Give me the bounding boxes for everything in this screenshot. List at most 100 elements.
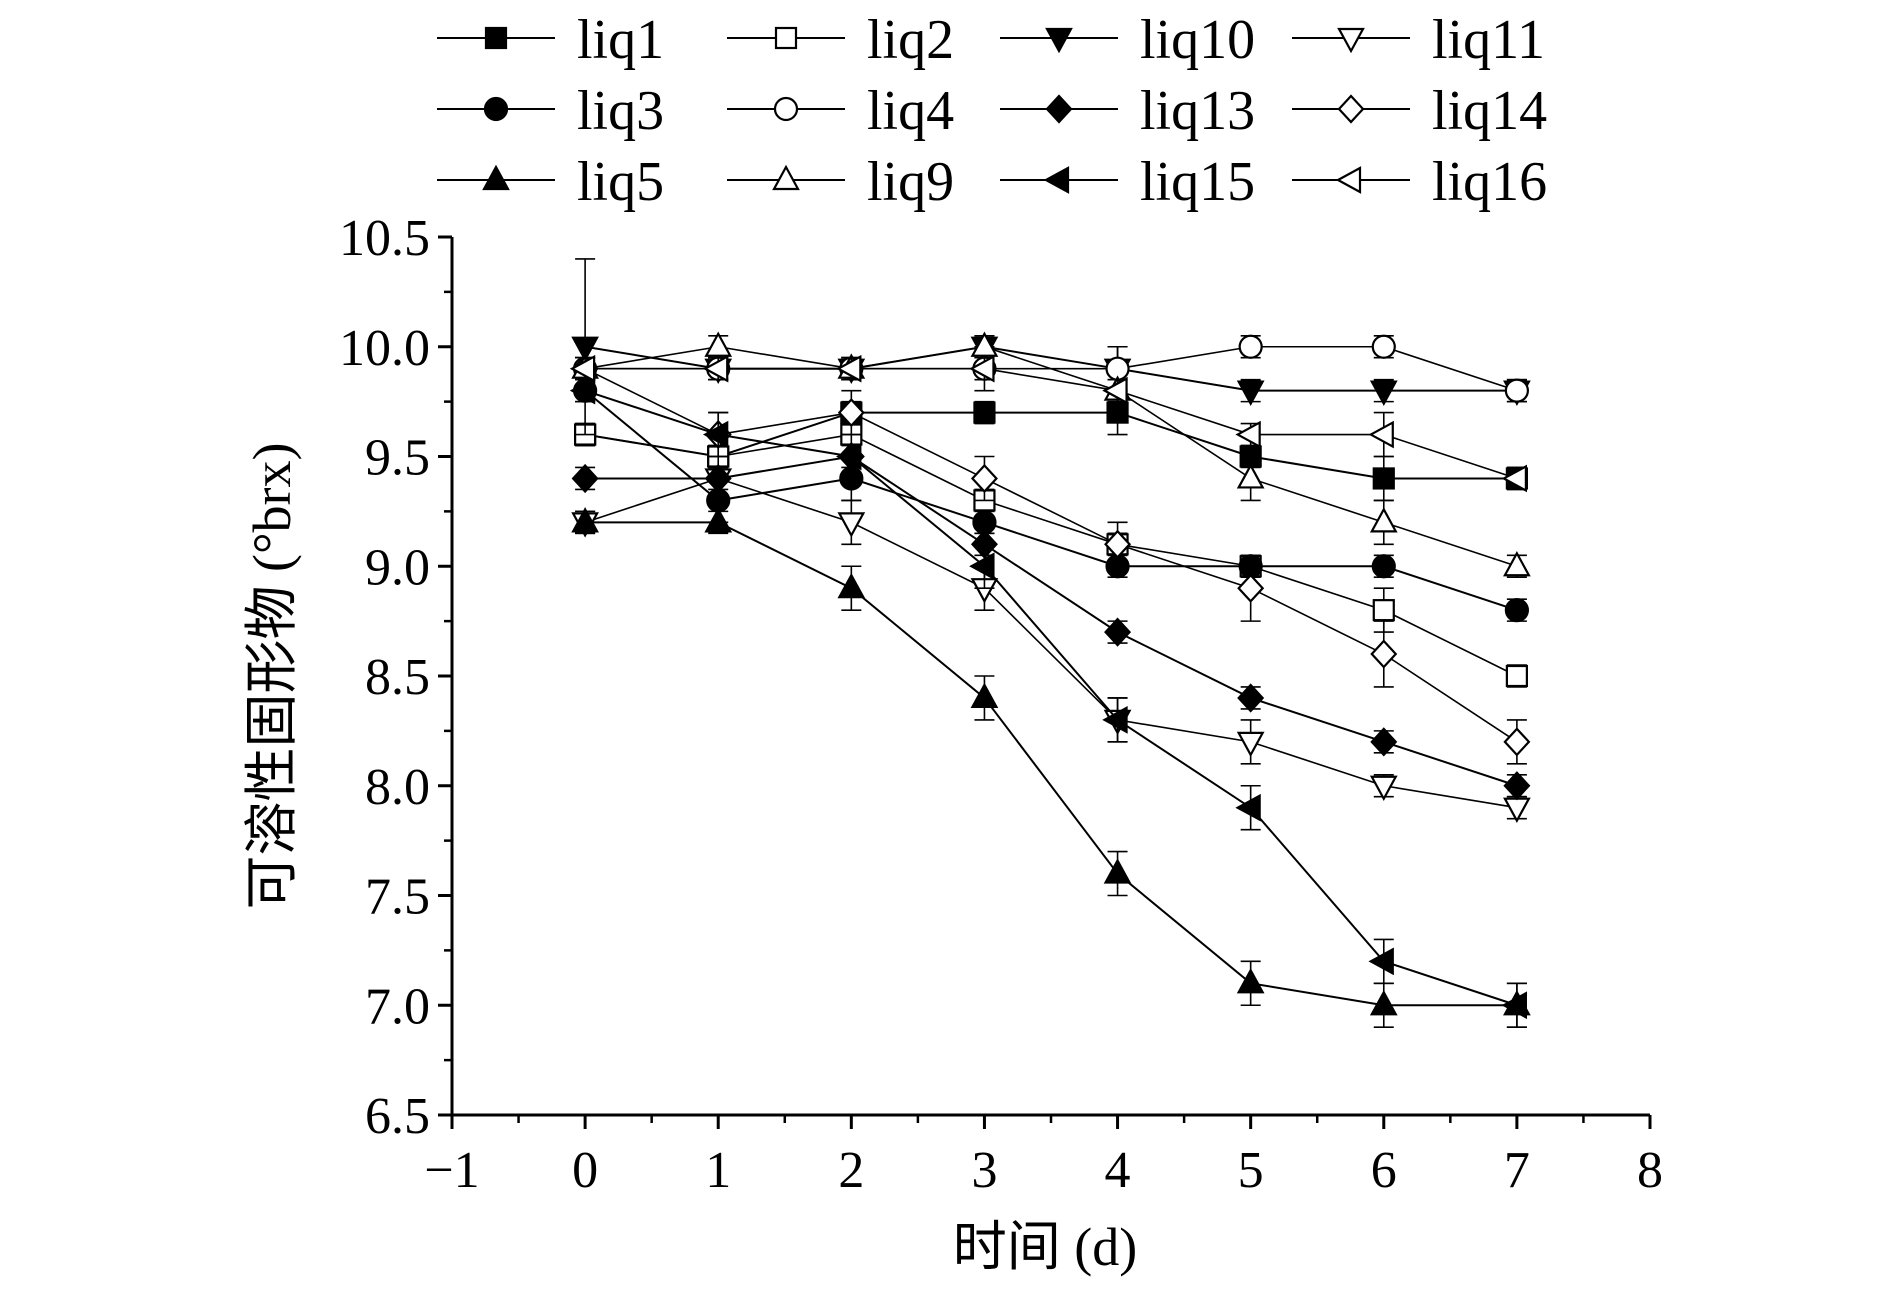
legend-marker <box>1337 94 1365 124</box>
x-tick-label: 6 <box>1371 1142 1397 1199</box>
legend-marker <box>483 96 509 122</box>
series-line <box>584 345 1518 568</box>
data-point <box>1102 706 1128 734</box>
series-line <box>585 521 1517 1007</box>
series-line <box>585 367 1518 480</box>
data-point <box>1236 731 1265 758</box>
series-line <box>585 455 1518 787</box>
series-line <box>584 433 1518 677</box>
data-point <box>1370 639 1398 669</box>
y-axis-title: 可溶性固形物 (°brx) <box>242 442 302 909</box>
data-point <box>1371 334 1396 359</box>
data-point <box>1238 334 1263 359</box>
legend-label: liq4 <box>867 80 954 142</box>
data-point <box>1503 550 1531 577</box>
x-tick-label: −1 <box>424 1142 479 1199</box>
data-point <box>1504 378 1529 403</box>
legend-marker <box>772 164 800 191</box>
legend-marker <box>773 96 799 122</box>
x-tick-label: 5 <box>1238 1142 1264 1199</box>
y-tick-label: 7.0 <box>365 978 430 1035</box>
data-point <box>1503 727 1531 757</box>
data-point <box>1368 420 1394 449</box>
data-point <box>1371 554 1396 579</box>
x-tick-label: 0 <box>572 1142 598 1199</box>
data-point <box>837 397 865 428</box>
data-point <box>704 507 733 533</box>
legend-item-liq4: liq4 <box>727 80 954 142</box>
legend-item-liq3: liq3 <box>437 80 664 142</box>
x-ticks: −1 0 1 2 3 4 5 6 7 8 <box>424 1115 1663 1199</box>
data-point <box>1104 617 1132 647</box>
data-point <box>1236 463 1265 489</box>
data-point <box>837 512 866 538</box>
data-point <box>1236 380 1265 406</box>
data-point <box>1370 727 1398 757</box>
legend-label: liq16 <box>1432 151 1547 213</box>
data-point <box>1505 664 1528 688</box>
data-point <box>969 354 995 383</box>
legend-item-liq2: liq2 <box>727 9 954 71</box>
legend-marker <box>1043 166 1070 194</box>
data-point <box>702 420 729 449</box>
y-tick-label: 9.5 <box>365 430 430 487</box>
data-point <box>1369 775 1398 802</box>
y-tick-label: 10.5 <box>339 210 430 267</box>
series-liq15 <box>569 376 1527 1028</box>
x-tick-label: 4 <box>1105 1142 1131 1199</box>
legend-item-liq1: liq1 <box>437 9 664 71</box>
x-tick-label: 3 <box>971 1142 997 1199</box>
legend-label: liq10 <box>1140 9 1255 71</box>
legend-marker <box>1045 27 1073 54</box>
series-line <box>584 411 1517 480</box>
legend-marker <box>1335 166 1362 194</box>
legend-item-liq13: liq13 <box>1000 80 1255 142</box>
data-point <box>837 572 866 599</box>
series-line <box>584 389 1518 1007</box>
y-tick-label: 9.0 <box>365 539 430 596</box>
x-tick-label: 8 <box>1637 1142 1663 1199</box>
legend-label: liq2 <box>867 9 954 71</box>
legend-item-liq14: liq14 <box>1292 80 1547 142</box>
data-point <box>571 507 599 533</box>
y-tick-label: 6.5 <box>365 1088 430 1145</box>
data-point <box>569 376 596 405</box>
series-layer <box>569 258 1531 1028</box>
data-point <box>970 682 999 709</box>
series-liq16 <box>569 354 1527 493</box>
legend-marker <box>774 26 798 50</box>
data-point <box>571 463 599 494</box>
data-point <box>1504 598 1529 623</box>
legend-marker <box>1045 94 1073 124</box>
y-tick-label: 7.5 <box>365 869 430 926</box>
data-point <box>1102 376 1128 405</box>
y-ticks: 6.5 7.0 7.5 8.0 8.5 9.0 9.5 10.0 10.5 <box>339 210 452 1145</box>
data-point <box>1104 529 1132 559</box>
legend-item-liq5: liq5 <box>437 151 664 213</box>
x-tick-label: 7 <box>1504 1142 1530 1199</box>
data-point <box>1236 968 1265 994</box>
data-point <box>1103 858 1132 884</box>
legend-marker <box>484 26 508 50</box>
data-point <box>571 336 599 363</box>
data-point <box>704 463 732 494</box>
data-point <box>969 552 995 581</box>
y-tick-label: 10.0 <box>339 320 430 377</box>
legend-label: liq3 <box>577 80 664 142</box>
legend-item-liq11: liq11 <box>1292 9 1545 71</box>
x-tick-label: 1 <box>705 1142 731 1199</box>
legend-item-liq10: liq10 <box>1000 9 1255 71</box>
data-point <box>1372 467 1395 490</box>
series-line <box>584 367 1518 743</box>
data-point <box>836 442 862 471</box>
data-point <box>1372 599 1395 622</box>
data-point <box>1369 989 1398 1016</box>
legend-label: liq14 <box>1432 80 1547 142</box>
data-point <box>970 331 999 357</box>
data-point <box>1501 991 1527 1020</box>
data-point <box>1237 573 1265 603</box>
data-point <box>970 463 998 494</box>
data-point <box>1368 947 1394 976</box>
axes: −1 0 1 2 3 4 5 6 7 8 6.5 7.0 7.5 8.0 8.5 9.0 9.5 10.0 10.… <box>242 210 1663 1277</box>
